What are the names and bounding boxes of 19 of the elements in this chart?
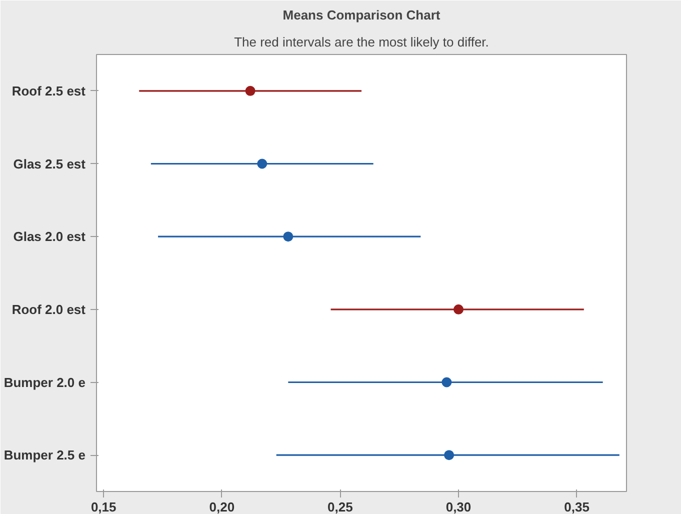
chart-title: Means Comparison Chart — [282, 8, 441, 22]
y-tick-label: Bumper 2.0 e — [4, 374, 86, 390]
y-tick-label: Roof 2.0 est — [12, 302, 86, 317]
chart-subtitle: The red intervals are the most likely to differ. — [234, 34, 489, 50]
x-tick-label: 0,35 — [564, 500, 590, 514]
point — [454, 304, 464, 314]
point — [444, 450, 454, 460]
point — [283, 232, 294, 242]
point — [245, 86, 256, 96]
y-tick-label: Glas 2.5 est — [13, 156, 86, 172]
x-tick-label: 0,15 — [90, 500, 116, 514]
x-tick-label: 0,25 — [328, 500, 353, 514]
y-tick-label: Roof 2.5 est — [12, 83, 86, 98]
point — [442, 377, 452, 388]
y-tick-label: Bumper 2.5 e — [4, 448, 86, 463]
y-tick-label: Glas 2.0 est — [13, 229, 86, 244]
x-tick-label: 0,20 — [209, 500, 235, 514]
point — [257, 158, 268, 169]
x-tick-label: 0,30 — [446, 500, 472, 514]
